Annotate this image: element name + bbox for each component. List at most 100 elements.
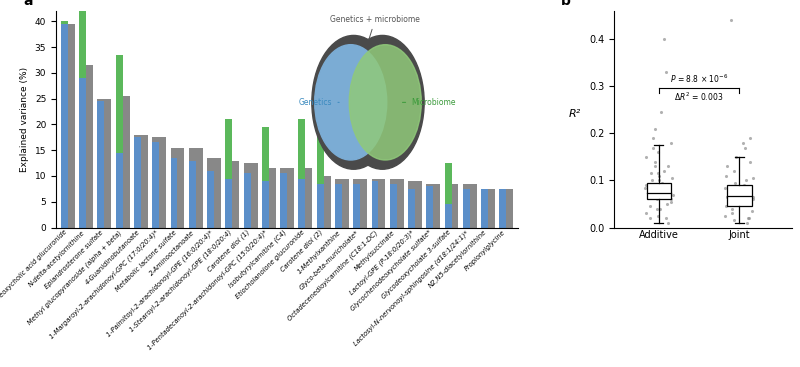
Point: [747, 194, 760, 200]
Bar: [451, 184, 458, 228]
Bar: [79, 65, 86, 228]
Bar: [152, 137, 159, 228]
Bar: [86, 65, 93, 228]
Point: [746, 208, 758, 214]
Point: [658, 168, 670, 174]
Point: [664, 196, 677, 202]
Point: [736, 189, 749, 195]
Point: [727, 168, 740, 174]
Point: [642, 187, 654, 193]
Point: [640, 211, 653, 217]
Bar: [287, 168, 294, 228]
Point: [666, 175, 678, 181]
Bar: [481, 189, 488, 228]
Point: [720, 163, 733, 169]
Bar: [415, 181, 422, 228]
Bar: [426, 184, 434, 228]
Text: Microbiome: Microbiome: [402, 98, 456, 107]
Point: [664, 140, 677, 146]
Point: [648, 126, 661, 132]
Bar: [445, 184, 451, 228]
Point: [665, 199, 678, 204]
Point: [646, 178, 658, 184]
Text: $P$ = 8.8 × 10$^{-6}$: $P$ = 8.8 × 10$^{-6}$: [670, 73, 728, 86]
Bar: [226, 179, 232, 228]
Bar: [170, 148, 178, 228]
Point: [644, 215, 657, 221]
Bar: [298, 179, 306, 228]
Point: [661, 201, 674, 207]
Point: [746, 196, 759, 202]
Text: $\Delta R^2$ = 0.003: $\Delta R^2$ = 0.003: [674, 90, 724, 103]
Bar: [354, 184, 360, 228]
Point: [655, 180, 668, 186]
Point: [652, 170, 665, 177]
Point: [645, 170, 658, 177]
Bar: [98, 101, 105, 228]
Point: [658, 194, 671, 200]
Bar: [269, 168, 276, 228]
Text: b: b: [561, 0, 570, 8]
Bar: [226, 119, 232, 179]
Bar: [488, 189, 495, 228]
Point: [737, 140, 750, 146]
Bar: [317, 184, 324, 228]
Bar: [226, 160, 232, 228]
Bar: [207, 171, 214, 228]
Bar: [68, 24, 75, 228]
Point: [653, 178, 666, 184]
Point: [742, 201, 755, 207]
Point: [737, 182, 750, 188]
Bar: [317, 176, 324, 228]
Bar: [408, 189, 415, 228]
Point: [726, 211, 738, 217]
Point: [719, 203, 732, 209]
Bar: [354, 179, 360, 228]
Point: [657, 36, 670, 42]
Y-axis label: R²: R²: [569, 109, 582, 119]
Bar: [397, 179, 404, 228]
Bar: [371, 181, 378, 228]
Bar: [727, 185, 751, 206]
Bar: [98, 99, 105, 228]
Text: a: a: [24, 0, 33, 8]
Point: [662, 220, 675, 226]
Point: [652, 173, 665, 179]
Bar: [116, 96, 122, 228]
Bar: [61, 24, 68, 228]
Point: [647, 135, 660, 141]
Point: [744, 135, 757, 141]
Point: [666, 192, 679, 197]
Point: [654, 189, 666, 195]
Bar: [262, 168, 269, 228]
Ellipse shape: [341, 36, 424, 169]
Bar: [79, 0, 86, 78]
Bar: [470, 184, 477, 228]
Point: [646, 145, 659, 150]
Point: [732, 192, 745, 197]
Point: [654, 109, 667, 115]
Point: [739, 178, 752, 184]
Point: [644, 203, 657, 209]
Bar: [499, 189, 506, 228]
Bar: [371, 179, 378, 228]
Point: [650, 196, 663, 202]
Bar: [141, 135, 148, 228]
Point: [718, 213, 731, 219]
Bar: [378, 179, 386, 228]
Point: [651, 206, 664, 212]
Point: [638, 185, 651, 190]
Ellipse shape: [350, 45, 422, 160]
Bar: [214, 158, 221, 228]
Bar: [262, 127, 269, 181]
Bar: [61, 21, 68, 24]
Point: [729, 199, 742, 204]
Bar: [335, 179, 342, 228]
Bar: [463, 189, 470, 228]
Point: [649, 163, 662, 169]
Bar: [134, 137, 141, 228]
Bar: [250, 163, 258, 228]
Bar: [189, 160, 196, 228]
Bar: [244, 163, 250, 228]
Bar: [116, 55, 122, 153]
